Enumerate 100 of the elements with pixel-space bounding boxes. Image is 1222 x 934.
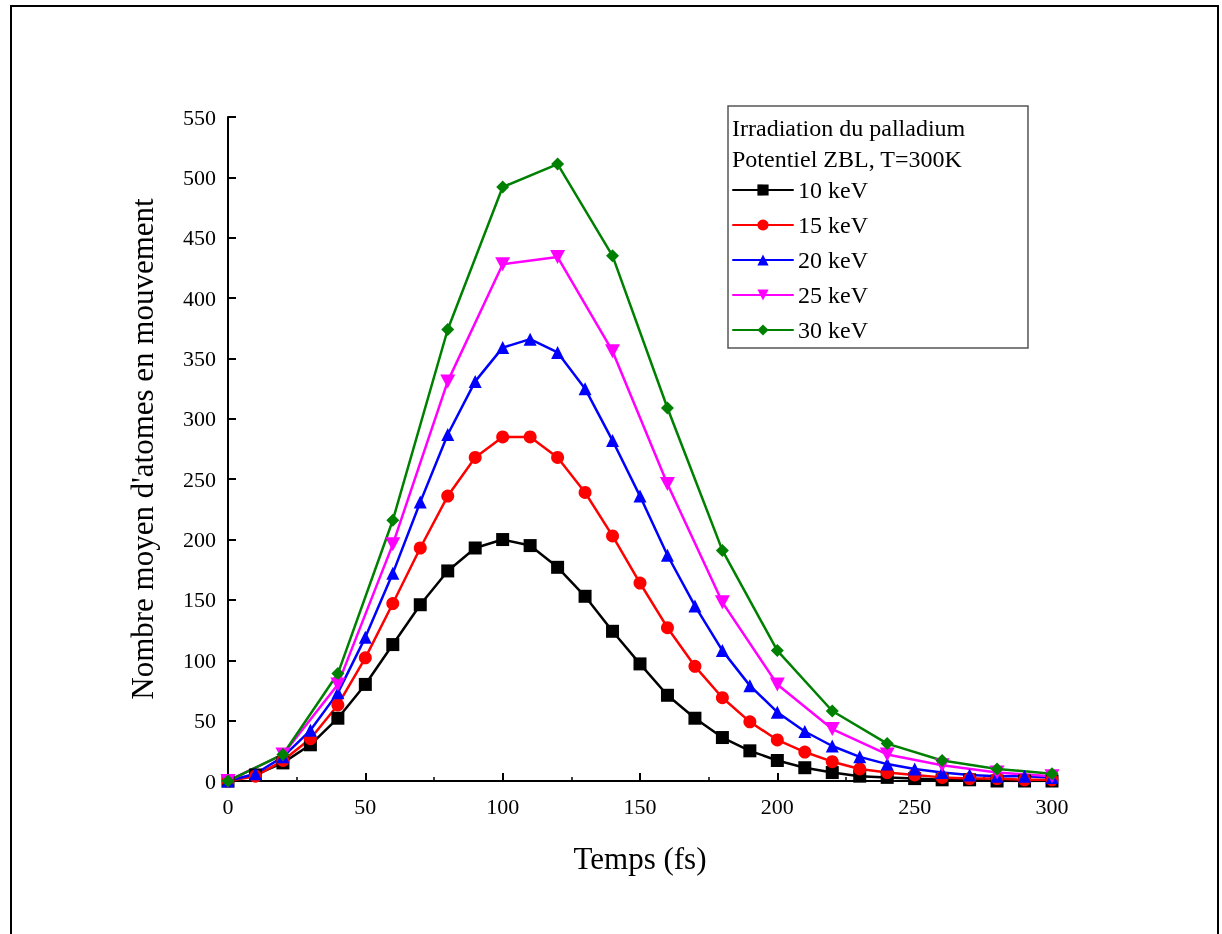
point	[331, 667, 345, 681]
point	[743, 715, 757, 729]
point	[743, 744, 757, 758]
legend-label: 30 keV	[798, 317, 869, 343]
point	[440, 374, 456, 389]
point	[386, 597, 400, 611]
point	[496, 180, 510, 194]
point	[633, 489, 647, 503]
point	[550, 250, 566, 265]
y-tick-label: 250	[183, 466, 216, 492]
y-tick-label: 550	[183, 104, 216, 130]
point	[853, 762, 867, 776]
legend-label: 20 keV	[798, 247, 869, 273]
point	[330, 677, 346, 692]
point	[963, 768, 977, 782]
point	[358, 677, 372, 691]
point	[386, 638, 400, 652]
legend-title: Irradiation du palladium Potentiel ZBL, T=300K	[732, 114, 966, 172]
point	[523, 332, 537, 346]
x-tick-label: 250	[898, 793, 932, 819]
y-tick-label: 350	[183, 345, 216, 371]
point	[769, 677, 785, 692]
point	[688, 659, 702, 673]
point	[523, 430, 537, 444]
point	[578, 589, 592, 603]
point	[606, 249, 620, 263]
point	[468, 374, 482, 388]
point	[798, 745, 812, 759]
point	[413, 495, 427, 509]
point	[715, 731, 729, 745]
point	[496, 430, 510, 444]
x-tick-label: 100	[486, 793, 520, 819]
point	[880, 757, 894, 771]
y-tick-label: 300	[183, 406, 216, 432]
point	[660, 688, 674, 702]
point	[660, 621, 674, 635]
y-tick-label: 50	[194, 708, 216, 734]
point	[908, 762, 922, 776]
point	[853, 750, 867, 764]
x-tick-label: 0	[222, 793, 234, 819]
point	[770, 644, 784, 658]
point	[441, 322, 455, 336]
point	[935, 753, 949, 767]
point	[358, 651, 372, 665]
point	[303, 723, 317, 737]
point	[358, 630, 372, 644]
point	[688, 599, 702, 613]
point	[331, 711, 345, 725]
point	[385, 537, 401, 552]
point	[551, 157, 565, 171]
x-tick-label: 200	[760, 793, 794, 819]
point	[715, 691, 729, 705]
point	[825, 704, 839, 718]
point	[879, 747, 895, 762]
y-tick-label: 500	[183, 164, 216, 190]
point	[633, 576, 647, 590]
y-tick-label: 0	[205, 768, 216, 794]
point	[441, 428, 455, 442]
x-tick-label: 50	[354, 793, 377, 819]
y-tick-label: 400	[183, 285, 216, 311]
point	[468, 450, 482, 464]
point	[990, 762, 1004, 776]
point	[770, 705, 784, 719]
point	[441, 489, 455, 503]
point	[468, 541, 482, 555]
point	[606, 434, 620, 448]
point	[441, 564, 455, 578]
point	[824, 722, 840, 737]
point	[743, 679, 757, 693]
point	[551, 450, 565, 464]
point	[798, 761, 812, 775]
point	[551, 345, 565, 359]
y-axis-title: Nombre moyen d'atomes en mouvement	[125, 197, 160, 700]
point	[770, 753, 784, 767]
point	[413, 598, 427, 612]
point	[496, 533, 510, 547]
y-tick-label: 100	[183, 647, 216, 673]
y-tick-label: 200	[183, 527, 216, 553]
point	[606, 529, 620, 543]
point	[715, 644, 729, 658]
point	[770, 733, 784, 747]
point	[496, 341, 510, 355]
point	[578, 382, 592, 396]
point	[660, 548, 674, 562]
point	[331, 698, 345, 712]
y-tick-label: 450	[183, 225, 216, 251]
point	[825, 766, 839, 780]
point	[1018, 769, 1032, 783]
point	[605, 344, 621, 359]
point	[825, 739, 839, 753]
x-tick-label: 300	[1035, 793, 1069, 819]
point	[880, 737, 894, 751]
legend-label: 10 keV	[798, 177, 869, 203]
point	[495, 257, 511, 272]
point	[688, 711, 702, 725]
point	[386, 513, 400, 527]
point	[386, 566, 400, 580]
x-axis-title: Temps (fs)	[573, 841, 707, 876]
point	[798, 725, 812, 738]
point	[660, 401, 674, 415]
